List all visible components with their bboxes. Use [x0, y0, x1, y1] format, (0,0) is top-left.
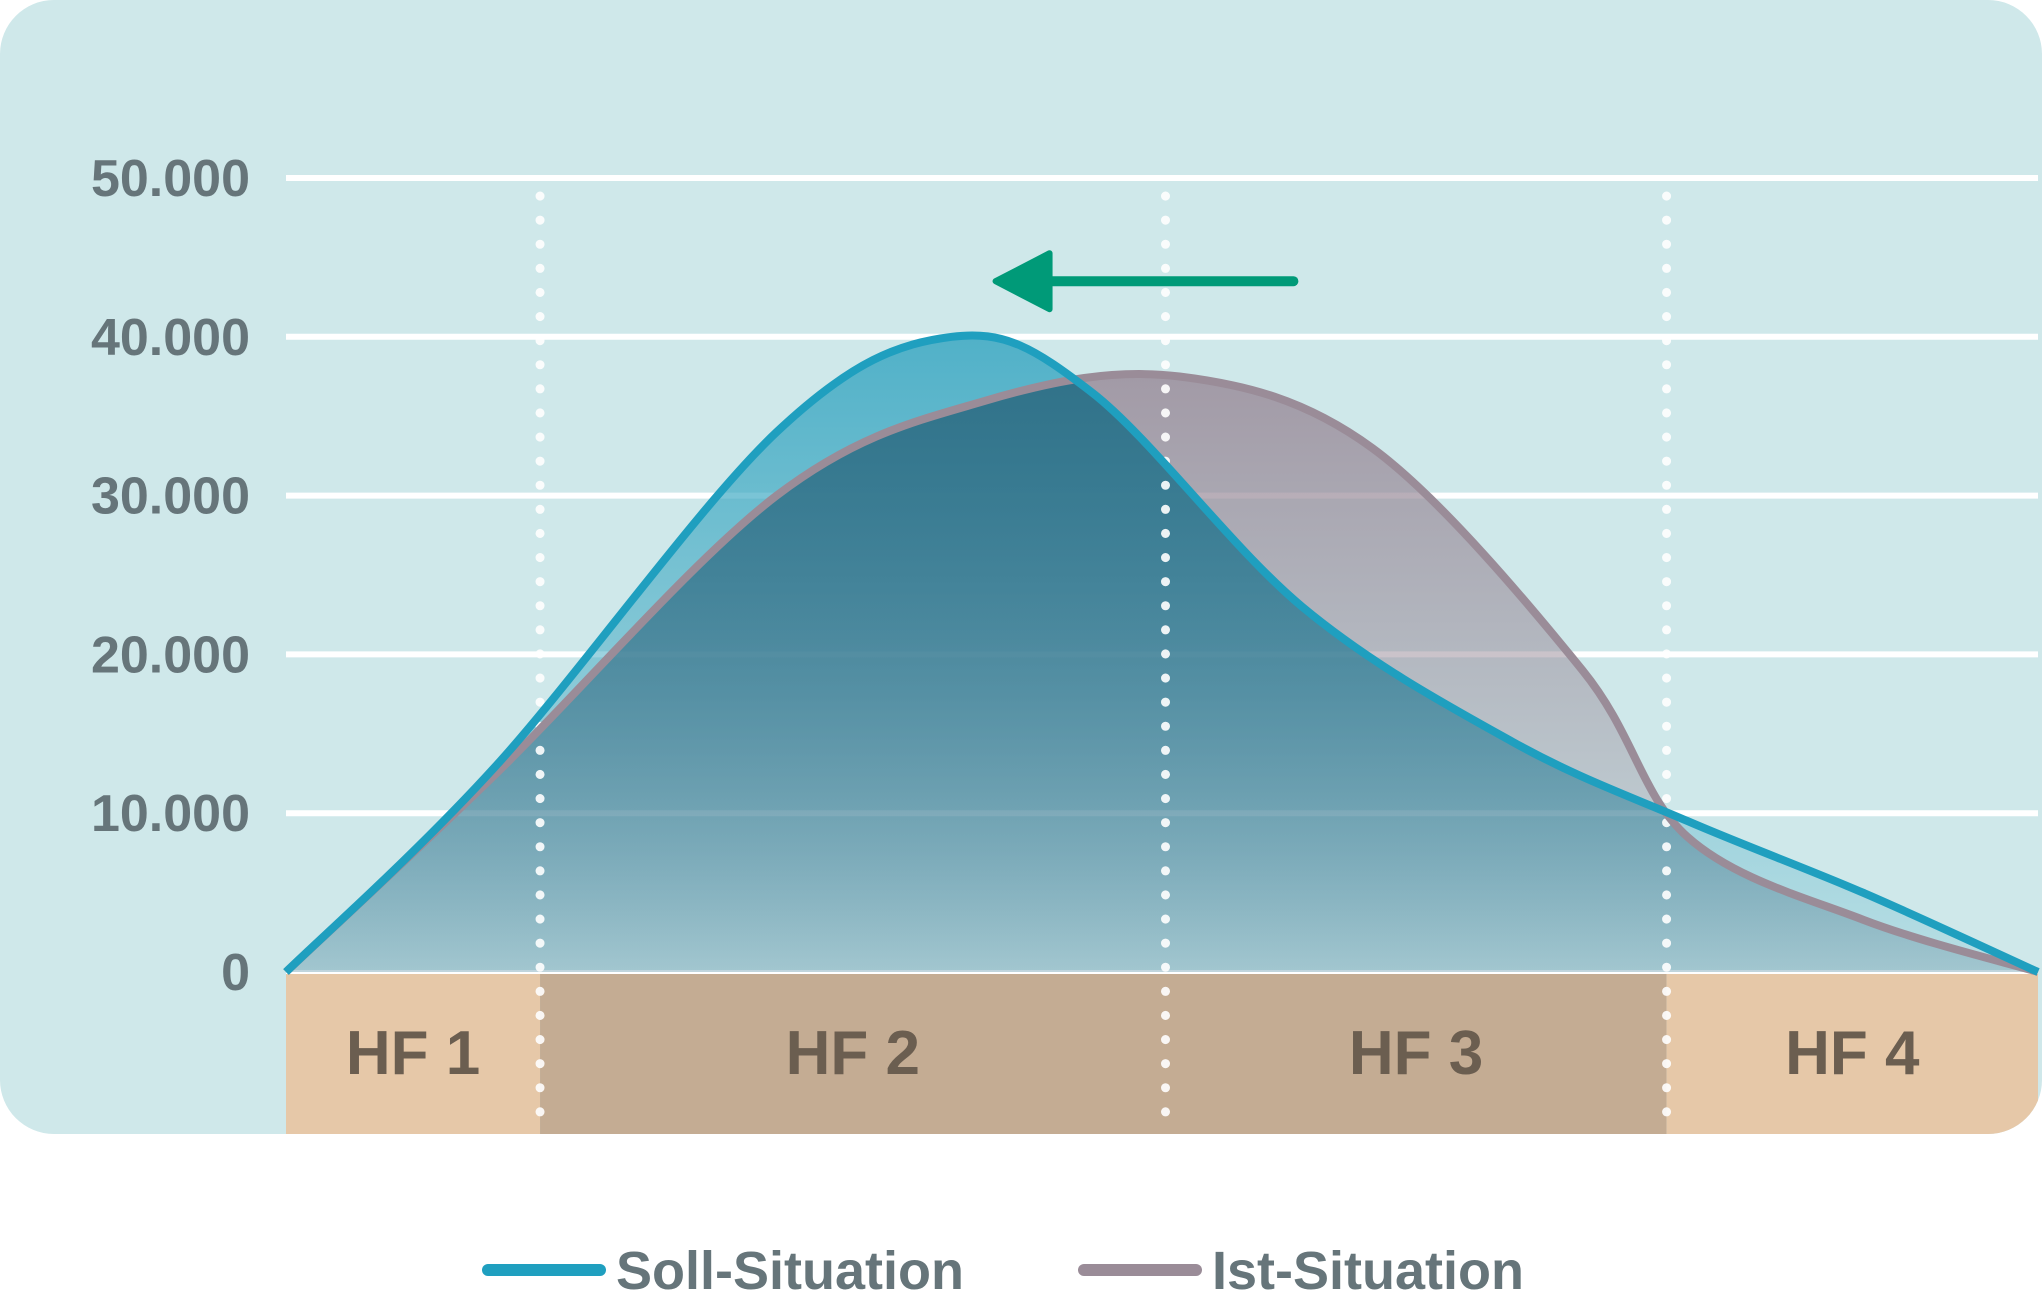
overlap-area [286, 374, 2038, 972]
band-3 [1165, 972, 1667, 1134]
soll-situation-line [283, 331, 2040, 976]
band-label-4: HF 4 [1785, 1019, 1920, 1088]
band-2 [540, 972, 1166, 1134]
band-label-3: HF 3 [1349, 1019, 1483, 1088]
shift-arrow-head [992, 250, 1053, 313]
y-tick-label-5: 50.000 [91, 150, 250, 208]
y-tick-label-1: 10.000 [91, 785, 250, 843]
ist-situation-line [283, 370, 2040, 976]
band-4 [1666, 972, 2038, 1134]
band-label-2: HF 2 [786, 1019, 920, 1088]
y-tick-label-0: 0 [221, 944, 250, 1002]
band-label-1: HF 1 [346, 1019, 480, 1088]
y-tick-label-2: 20.000 [91, 626, 250, 684]
y-tick-label-3: 30.000 [91, 468, 250, 526]
band-1 [286, 972, 541, 1134]
legend-label-2: Ist-Situation [1212, 1241, 1524, 1301]
y-tick-label-4: 40.000 [91, 309, 250, 367]
legend-label-1: Soll-Situation [616, 1241, 964, 1301]
